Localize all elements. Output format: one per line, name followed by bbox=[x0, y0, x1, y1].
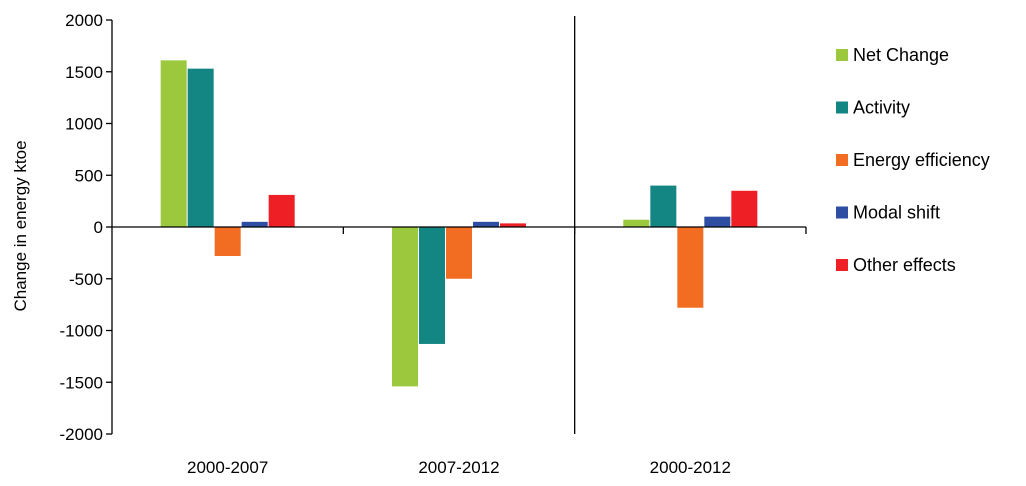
y-tick-label: -1000 bbox=[60, 322, 103, 341]
legend-swatch-net-change bbox=[836, 49, 848, 61]
y-tick-label: 1500 bbox=[65, 63, 103, 82]
x-category-label: 2000-2007 bbox=[187, 458, 268, 477]
bar-net-change-2000-2007 bbox=[160, 60, 187, 228]
bar-modal-shift-2000-2007 bbox=[241, 221, 268, 227]
legend: Net Change Activity Energy efficiency Modal… bbox=[836, 45, 990, 275]
legend-label-other-effects: Other effects bbox=[853, 255, 956, 275]
legend-swatch-modal-shift bbox=[836, 206, 848, 219]
legend-label-net-change: Net Change bbox=[853, 45, 949, 65]
axes-layer: 2000 1500 1000 500 0 -500 -1000 -1500 -2000 2000-… bbox=[60, 11, 807, 477]
y-tick-label: -500 bbox=[69, 270, 103, 289]
bar-other-effects-2000-2012 bbox=[731, 190, 758, 227]
y-tick-label: 1000 bbox=[65, 115, 103, 134]
legend-label-modal-shift: Modal shift bbox=[853, 203, 940, 223]
x-category-label: 2000-2012 bbox=[650, 458, 731, 477]
legend-swatch-other-effects bbox=[836, 259, 848, 271]
bar-activity-2000-2007 bbox=[187, 68, 214, 228]
legend-label-activity: Activity bbox=[853, 98, 910, 118]
legend-swatch-activity bbox=[836, 101, 848, 114]
y-tick-label: 2000 bbox=[65, 11, 103, 30]
y-tick-label: -2000 bbox=[60, 425, 103, 444]
y-tick-label: 0 bbox=[94, 218, 103, 237]
bar-modal-shift-2000-2012 bbox=[704, 216, 731, 227]
y-tick-label: 500 bbox=[75, 166, 103, 185]
bar-activity-2007-2012 bbox=[419, 227, 445, 344]
bar-net-change-2007-2012 bbox=[392, 227, 418, 387]
bars-layer bbox=[160, 60, 758, 387]
bar-energy-efficiency-2007-2012 bbox=[446, 227, 472, 279]
bar-modal-shift-2007-2012 bbox=[473, 221, 499, 227]
bar-other-effects-2000-2007 bbox=[268, 194, 295, 227]
bar-energy-efficiency-2000-2007 bbox=[214, 227, 241, 256]
legend-swatch-energy-efficiency bbox=[836, 154, 848, 166]
y-tick-label: -1500 bbox=[60, 373, 103, 392]
legend-label-energy-efficiency: Energy efficiency bbox=[853, 150, 990, 170]
bar-energy-efficiency-2000-2012 bbox=[677, 227, 704, 308]
bar-other-effects-2007-2012 bbox=[500, 223, 526, 227]
x-category-label: 2007-2012 bbox=[418, 458, 499, 477]
bar-net-change-2000-2012 bbox=[623, 219, 650, 227]
y-axis-title: Change in energy ktoe bbox=[11, 140, 30, 311]
bar-activity-2000-2012 bbox=[650, 185, 677, 227]
